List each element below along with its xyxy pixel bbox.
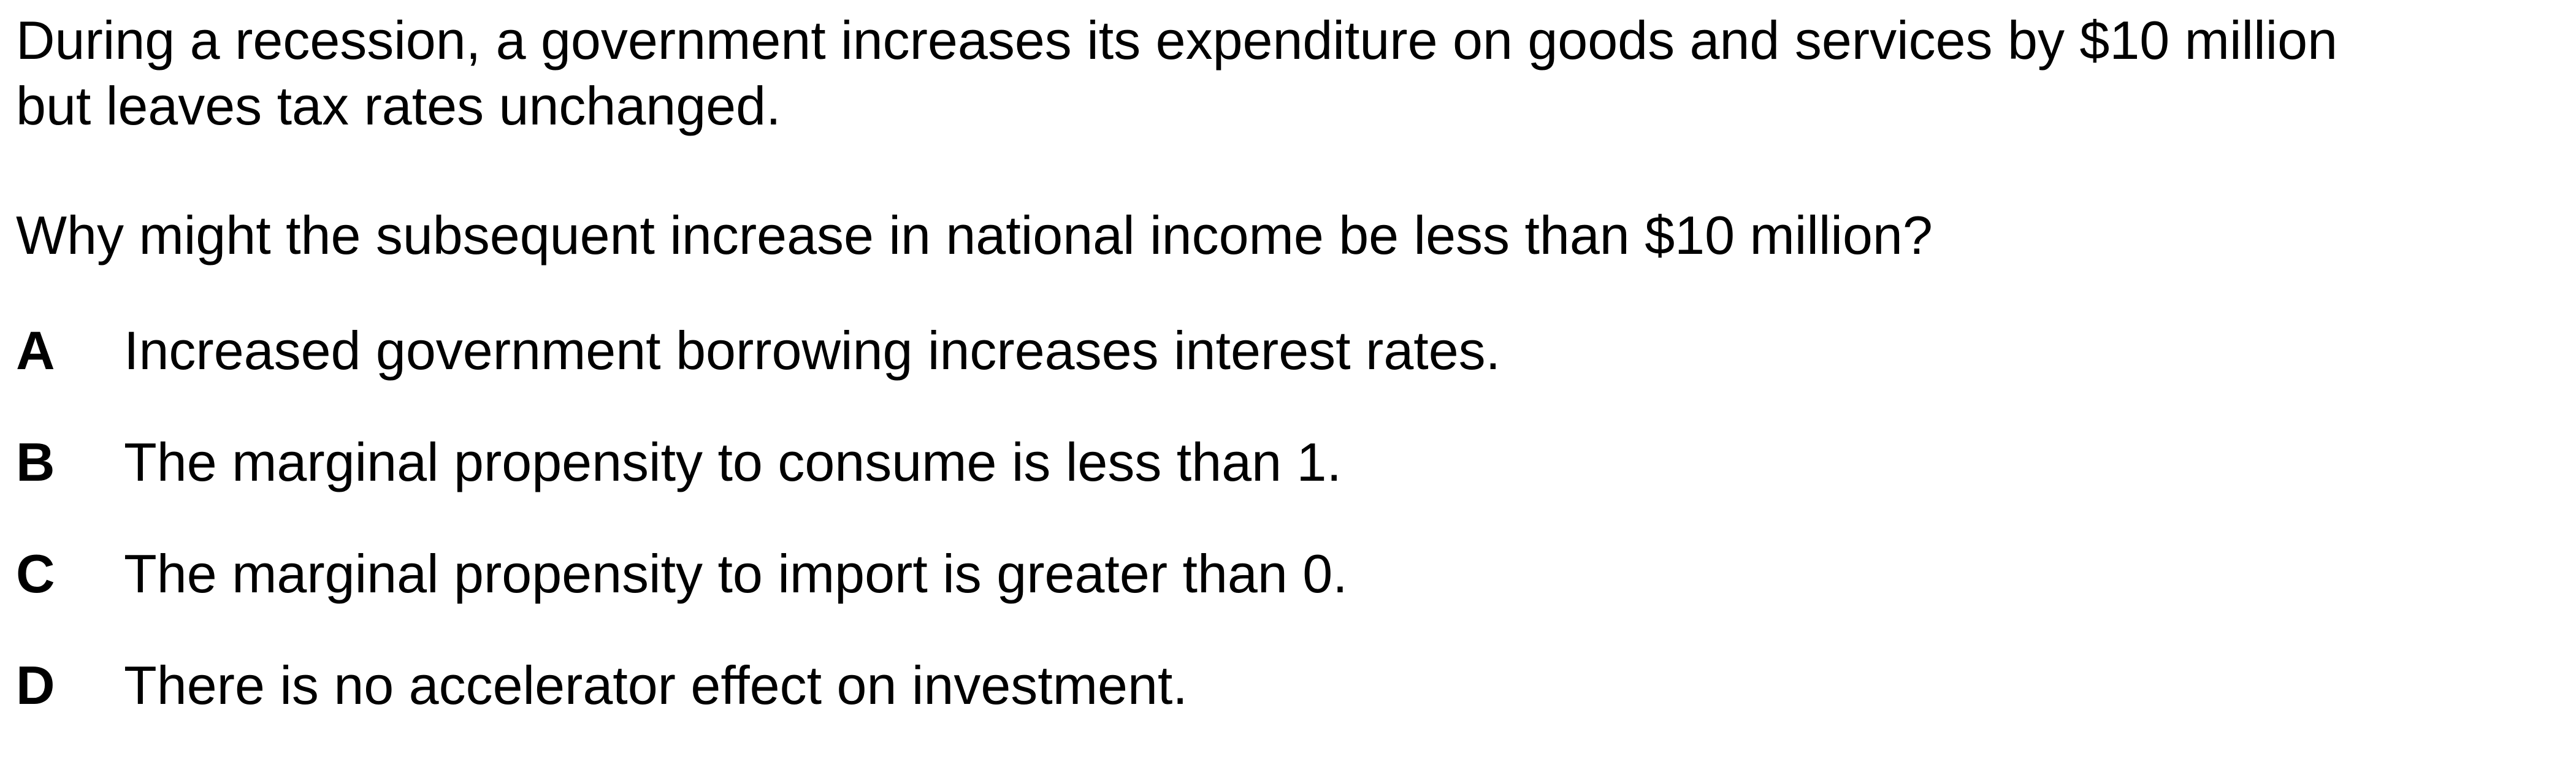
question-prompt: Why might the subsequent increase in nat…: [16, 205, 1933, 265]
option-letter: D: [16, 655, 55, 716]
option-text: The marginal propensity to consume is le…: [124, 432, 1342, 492]
option-a[interactable]: A Increased government borrowing increas…: [16, 318, 1500, 429]
option-text: Increased government borrowing increases…: [124, 320, 1501, 381]
option-letter: A: [16, 320, 55, 381]
option-c[interactable]: C The marginal propensity to import is g…: [16, 541, 1500, 652]
intro-line-2: but leaves tax rates unchanged.: [16, 75, 781, 136]
option-d[interactable]: D There is no accelerator effect on inve…: [16, 652, 1500, 764]
option-b[interactable]: B The marginal propensity to consume is …: [16, 429, 1500, 541]
option-letter: B: [16, 432, 55, 492]
option-text: The marginal propensity to import is gre…: [124, 543, 1348, 604]
option-text: There is no accelerator effect on invest…: [124, 655, 1188, 716]
question-intro: During a recession, a government increas…: [16, 7, 2337, 139]
option-letter: C: [16, 543, 55, 604]
answer-options: A Increased government borrowing increas…: [16, 318, 1500, 764]
question-page: During a recession, a government increas…: [16, 0, 2561, 729]
intro-line-1: During a recession, a government increas…: [16, 10, 2338, 71]
